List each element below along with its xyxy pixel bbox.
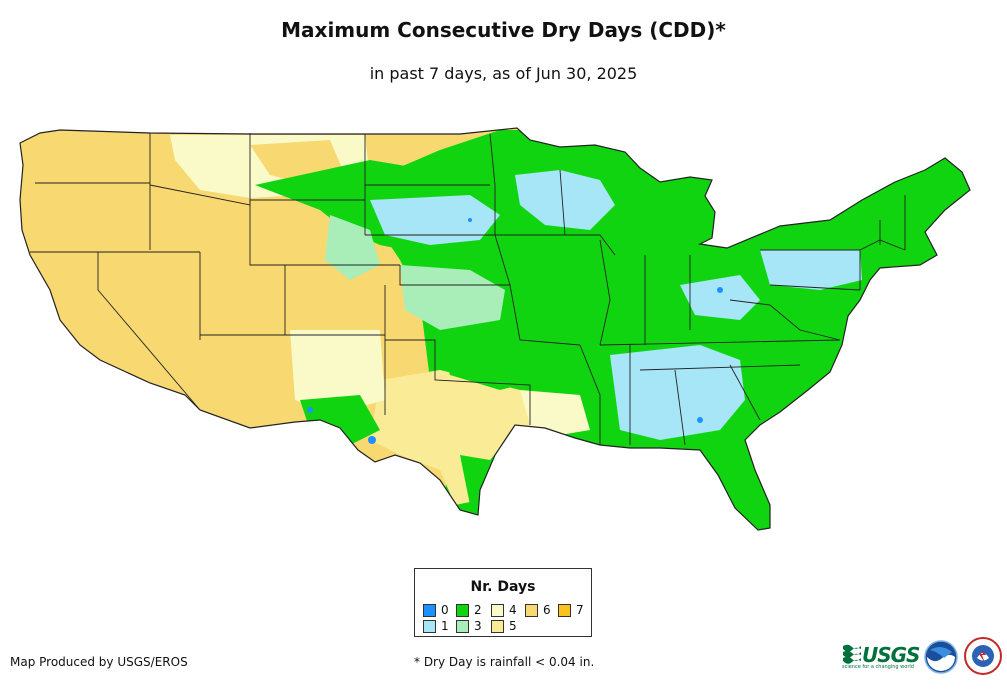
legend-swatch-6 [525, 604, 538, 617]
nws-logo [964, 637, 1002, 675]
zone-1-day-southeast [610, 345, 745, 440]
legend-swatch-5 [491, 620, 504, 633]
legend-label-4: 4 [509, 603, 517, 617]
state-boundaries [30, 133, 906, 446]
legend-swatch-0 [423, 604, 436, 617]
legend-item-7: 7 [558, 604, 584, 617]
usgs-wave-icon [843, 644, 861, 664]
legend-swatch-1 [423, 620, 436, 633]
legend-label-3: 3 [474, 619, 482, 633]
zone-1-day-south-dakota [370, 195, 500, 245]
legend-label-2: 2 [474, 603, 482, 617]
legend-item-6: 6 [525, 604, 551, 617]
zone-1-day-pennsylvania [760, 250, 862, 290]
usgs-logo-text: USGS [862, 643, 920, 667]
legend-swatch-4 [491, 604, 504, 617]
legend-title: Nr. Days [470, 579, 536, 595]
cdd-fill-layer [20, 128, 970, 530]
zone-3-days-kansas [400, 265, 505, 330]
zone-1-day-minnesota [515, 170, 615, 230]
usgs-logo-tagline: science for a changing world [842, 664, 914, 670]
zone-3-days-colorado-east [325, 215, 380, 280]
legend-swatch-2 [456, 604, 469, 617]
legend: Nr. Days 0 1 2 3 4 5 6 7 [414, 568, 592, 637]
zone-0-days-spot-3 [717, 287, 723, 293]
legend-label-1: 1 [441, 619, 449, 633]
zone-1-day-ohio [680, 275, 760, 320]
noaa-logo [924, 640, 958, 674]
legend-label-5: 5 [509, 619, 517, 633]
legend-label-6: 6 [543, 603, 551, 617]
zone-0-days-spot-5 [468, 218, 472, 222]
map-title: Maximum Consecutive Dry Days (CDD)* [281, 18, 726, 42]
legend-label-0: 0 [441, 603, 449, 617]
zone-2-days-oklahoma [440, 340, 540, 390]
legend-item-1: 1 [423, 620, 449, 633]
legend-item-2: 2 [456, 604, 482, 617]
map-subtitle: in past 7 days, as of Jun 30, 2025 [369, 64, 638, 83]
zone-5-days-texas [370, 370, 545, 505]
zone-4-days-louisiana [520, 390, 590, 435]
map-credit: Map Produced by USGS/EROS [10, 655, 188, 669]
zone-0-days-spot-2 [307, 407, 313, 413]
legend-item-0: 0 [423, 604, 449, 617]
legend-item-5: 5 [491, 620, 517, 633]
legend-item-4: 4 [491, 604, 517, 617]
usgs-logo: USGS science for a changing world [842, 641, 920, 671]
zone-4-days-new-mexico [290, 330, 385, 415]
zone-0-days-spot-4 [697, 417, 703, 423]
zone-0-days-spot-1 [368, 436, 376, 444]
legend-label-7: 7 [576, 603, 584, 617]
dry-day-footnote: * Dry Day is rainfall < 0.04 in. [414, 655, 595, 669]
legend-swatch-7 [558, 604, 571, 617]
legend-item-3: 3 [456, 620, 482, 633]
legend-swatch-3 [456, 620, 469, 633]
